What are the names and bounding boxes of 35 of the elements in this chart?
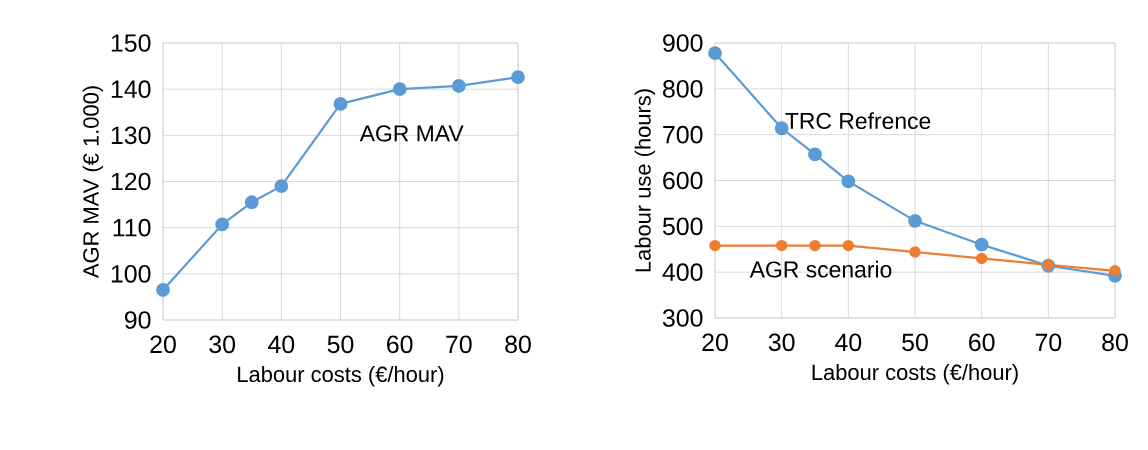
x-tick-label: 40 [268,335,295,354]
y-tick-label: 130 [111,126,151,145]
y-tick-label: 120 [111,172,151,191]
x-tick-label: 80 [505,335,531,354]
x-tick-label: 50 [327,335,354,354]
x-tick-label: 80 [1102,333,1128,352]
y-tick-label: 700 [663,125,703,144]
y-tick-label: 100 [111,265,151,283]
series-label: AGR MAV [359,125,464,142]
x-tick-label: 40 [835,333,862,352]
x-tick-label: 70 [1035,333,1062,352]
y-tick-label: 800 [663,80,703,98]
series-label: AGR scenario [749,260,892,278]
x-tick-label: 20 [702,333,728,352]
x-tick-label: 60 [387,335,413,354]
y-tick-label: 500 [662,217,703,236]
series-label: TRC Refrence [785,112,931,130]
y-tick-label: 140 [111,80,151,98]
x-axis-title: Labour costs (€/hour) [238,365,444,387]
x-tick-label: 60 [969,333,995,352]
x-tick-label: 30 [768,333,795,352]
y-tick-label: 600 [663,171,703,190]
y-tick-label: 90 [124,311,151,329]
y-tick-label: 110 [113,218,151,237]
y-tick-label: 400 [662,263,703,281]
y-tick-label: 300 [662,309,703,327]
y-axis-title: Labour use (hours) [634,89,656,272]
y-tick-label: 900 [663,34,703,52]
x-tick-label: 50 [902,333,928,352]
x-tick-label: 70 [446,335,472,354]
x-tick-label: 20 [150,335,176,354]
y-tick-label: 150 [111,34,151,52]
x-axis-title: Labour costs (€/hour) [812,363,1018,385]
y-axis-title: AGR MAV (€ 1.000) [82,86,104,279]
x-tick-label: 30 [209,335,236,354]
